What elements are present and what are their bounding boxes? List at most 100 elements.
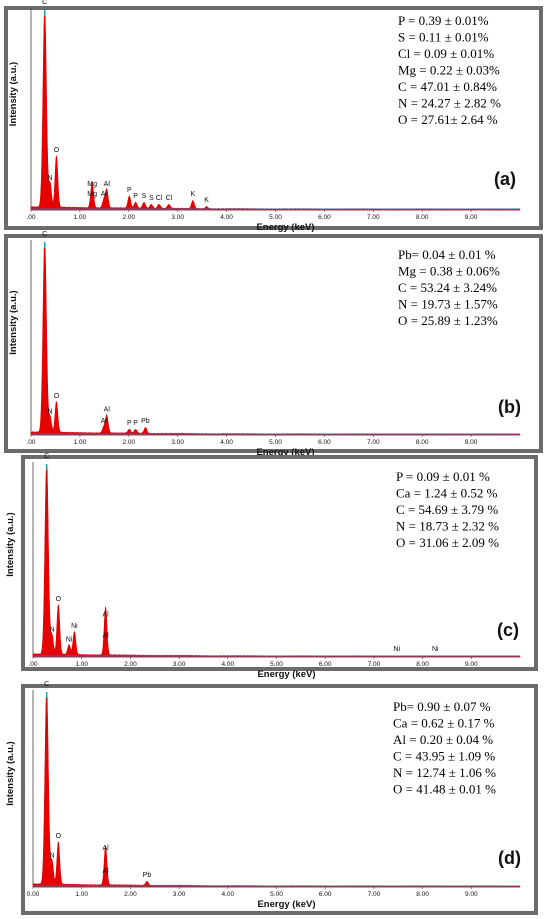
peak-label: Al [102,868,109,875]
peak-label: Al [102,611,109,618]
composition-line: N = 18.73 ± 2.32 % [396,519,499,534]
peak-label: Cl [156,195,163,202]
peak-label: Ni [393,646,400,653]
peak-label: N [48,409,53,416]
spectrum-panel-3: C N O Ni Ni Al Al Ni Ni .00 1.00 2.00 3.00 4.00 5.00 6.… [5,453,538,680]
x-tick-label: 5.00 [269,439,282,446]
composition-line: C = 47.01 ± 0.84% [398,79,497,94]
peak-label: K [191,191,196,198]
composition-line: Al = 0.20 ± 0.04 % [393,732,493,747]
composition-line: N = 19.73 ± 1.57% [398,297,498,312]
x-axis-title: Energy (keV) [256,447,314,458]
x-axis-title: Energy (keV) [256,222,314,233]
peak-label: S [149,195,154,202]
panel-letter: (a) [494,169,516,189]
x-tick-label: 7.00 [368,661,381,668]
peak-label: Pb [141,418,150,425]
peak-label: C [44,681,49,688]
x-tick-label: 3.00 [173,661,186,668]
peak-label: Cl [166,195,173,202]
composition-line: O = 41.48 ± 0.01 % [393,782,496,797]
peak-label: Mg [87,181,97,188]
peak-label: Al [102,845,109,852]
composition-line: Cl = 0.09 ± 0.01% [398,46,494,61]
x-tick-label: 7.00 [367,439,380,446]
peak-label: O [56,596,62,603]
spectrum-panel-4: C N O Al Al Pb 0.00 1.00 2.00 3.00 4.00 5.00 6.00 7.0… [5,681,538,915]
x-tick-label: 2.00 [124,661,137,668]
composition-line: O = 25.89 ± 1.23% [398,313,498,328]
panel-border [21,455,538,671]
x-axis-title: Energy (keV) [257,669,315,680]
x-tick-label: 6.00 [319,661,332,668]
composition-line: N = 24.27 ± 2.82 % [398,96,501,111]
peak-label: Mg [87,191,97,198]
peak-label: Al [102,632,109,639]
peak-label: P [127,187,132,194]
peak-label: Al [101,191,108,198]
x-tick-label: 7.00 [368,891,381,898]
peak-label: N [48,175,53,182]
x-tick-label: 6.00 [319,891,332,898]
panel-border [4,234,543,453]
peak-label: K [204,197,209,204]
x-tick-label: 8.00 [416,891,429,898]
peak-label: O [54,393,60,400]
x-tick-label: 3.00 [173,891,186,898]
peak-label: O [56,833,62,840]
panel-border [21,684,538,915]
x-tick-label: 8.00 [416,214,429,221]
peak-label: Ni [71,623,78,630]
x-axis-title: Energy (keV) [257,899,315,910]
peak-label: O [54,147,60,154]
x-tick-label: 1.00 [74,439,87,446]
y-axis-title: Intensity (a.u.) [5,741,16,805]
y-axis-title: Intensity (a.u.) [8,290,19,354]
x-tick-label: 4.00 [220,439,233,446]
composition-line: Pb= 0.90 ± 0.07 % [393,699,491,714]
peak-label: Ni [66,636,73,643]
peak-label: Ni [432,646,439,653]
y-axis-title: Intensity (a.u.) [5,512,16,576]
peak-label: Pb [143,872,152,879]
peak-label: P [127,420,132,427]
peak-label: P [133,193,138,200]
x-tick-label: 2.00 [122,439,135,446]
composition-line: C = 53.24 ± 3.24% [398,280,497,295]
x-tick-label: .00 [26,214,35,221]
x-tick-label: 4.00 [221,891,234,898]
x-tick-label: 5.00 [269,214,282,221]
peak-label: Al [104,181,111,188]
x-tick-label: 9.00 [465,891,478,898]
peak-label: C [42,0,47,6]
x-tick-label: 1.00 [75,661,88,668]
composition-line: Ca = 0.62 ± 0.17 % [393,716,495,731]
x-tick-label: 5.00 [270,891,283,898]
peak-label: N [49,627,54,634]
peak-label: N [49,853,54,860]
x-tick-label: 3.00 [171,214,184,221]
composition-line: Pb= 0.04 ± 0.01 % [398,247,496,262]
x-tick-label: 7.00 [367,214,380,221]
x-tick-label: 6.00 [318,439,331,446]
composition-line: Ca = 1.24 ± 0.52 % [396,486,498,501]
composition-line: Mg = 0.22 ± 0.03% [398,63,500,78]
composition-line: P = 0.09 ± 0.01 % [396,469,490,484]
panel-letter: (c) [497,620,519,640]
peak-label: P [133,420,138,427]
x-tick-label: 9.00 [465,661,478,668]
x-tick-label: 4.00 [220,214,233,221]
peak-label: C [42,231,47,238]
x-tick-label: 6.00 [318,214,331,221]
composition-line: S = 0.11 ± 0.01% [398,30,489,45]
x-tick-label: 8.00 [416,661,429,668]
x-tick-label: .00 [28,661,37,668]
composition-line: C = 43.95 ± 1.09 % [393,749,495,764]
peak-label: S [142,193,147,200]
x-tick-label: 9.00 [465,439,478,446]
composition-line: O = 27.61± 2.64 % [398,112,498,127]
peak-label: Al [104,407,111,414]
panel-border [4,6,543,230]
